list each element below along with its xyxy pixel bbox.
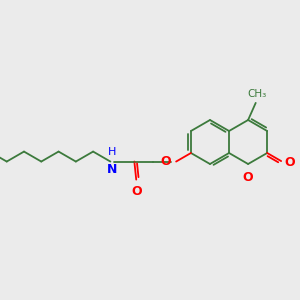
Text: CH₃: CH₃ bbox=[247, 89, 266, 99]
Text: O: O bbox=[160, 155, 171, 168]
Text: H: H bbox=[108, 147, 117, 157]
Text: O: O bbox=[243, 171, 254, 184]
Text: O: O bbox=[131, 184, 142, 198]
Text: O: O bbox=[284, 156, 295, 169]
Text: N: N bbox=[107, 163, 118, 176]
